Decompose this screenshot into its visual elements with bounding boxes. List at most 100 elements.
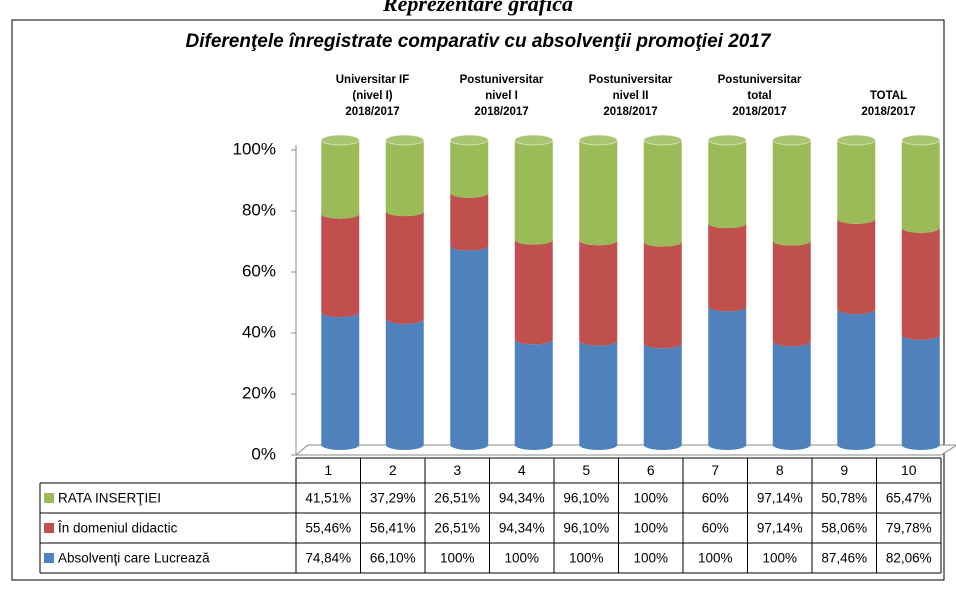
data-label: 97,14%	[757, 491, 803, 506]
group-label: 2018/2017	[861, 106, 915, 118]
data-label: 41,51%	[305, 491, 351, 506]
x-tick-label: 2	[389, 462, 397, 478]
y-tick-label: 80%	[242, 200, 276, 219]
bar-segment	[643, 140, 682, 247]
y-tick-label: 60%	[242, 261, 276, 280]
data-label: 66,10%	[370, 551, 416, 566]
data-label: 100%	[440, 551, 475, 566]
data-label: 96,10%	[563, 491, 609, 506]
x-tick-label: 6	[647, 462, 655, 478]
bar-segment	[643, 343, 682, 450]
bar-segment	[901, 140, 940, 233]
bar-segment	[514, 239, 553, 345]
bar-segment	[321, 213, 360, 318]
legend-label: Absolvenţi care Lucrează	[58, 551, 210, 566]
group-label: Postuniversitar	[460, 74, 544, 86]
bar-segment	[772, 240, 811, 347]
x-tick-label: 3	[453, 462, 461, 478]
data-label: 37,29%	[370, 491, 416, 506]
group-label: (nivel I)	[352, 90, 392, 102]
bar-segment	[708, 140, 747, 229]
bar-segment	[837, 309, 876, 450]
data-label: 26,51%	[434, 521, 480, 536]
data-label: 97,14%	[757, 521, 803, 536]
data-label: 26,51%	[434, 491, 480, 506]
bar-segment	[708, 306, 747, 450]
cylinder-top	[385, 134, 425, 146]
bar-segment	[579, 140, 618, 246]
bar-segment	[450, 140, 489, 198]
group-label: 2018/2017	[474, 106, 528, 118]
data-label: 58,06%	[821, 521, 867, 536]
legend-swatch	[44, 553, 54, 563]
bar-segment	[837, 218, 876, 315]
data-label: 82,06%	[886, 551, 932, 566]
bar-segment	[579, 340, 618, 450]
x-tick-label: 8	[776, 462, 784, 478]
data-label: 60%	[702, 491, 729, 506]
data-label: 87,46%	[821, 551, 867, 566]
chart-title: Diferenţele înregistrate comparativ cu a…	[186, 31, 772, 52]
x-tick-label: 4	[518, 462, 526, 478]
data-label: 100%	[633, 551, 668, 566]
group-label: nivel II	[613, 90, 649, 102]
x-tick-label: 5	[582, 462, 590, 478]
data-label: 100%	[569, 551, 604, 566]
group-label: total	[747, 90, 771, 102]
legend-swatch	[44, 523, 54, 533]
bar-segment	[579, 240, 618, 346]
group-label: 2018/2017	[345, 106, 399, 118]
group-label: Postuniversitar	[589, 74, 673, 86]
bar-segment	[450, 192, 489, 251]
x-tick-label: 7	[711, 462, 719, 478]
bar-segment	[385, 211, 424, 324]
data-label: 100%	[633, 491, 668, 506]
cylinder-top	[772, 134, 812, 146]
bar-segment	[901, 227, 940, 340]
bar-segment	[450, 245, 489, 450]
group-label: 2018/2017	[732, 106, 786, 118]
group-label: 2018/2017	[603, 106, 657, 118]
cylinder-top	[643, 134, 683, 146]
bar-segment	[837, 140, 876, 224]
bar-segment	[643, 241, 682, 349]
data-label: 100%	[633, 521, 668, 536]
heading: Reprezentare grafică	[382, 0, 573, 16]
y-tick-label: 40%	[242, 322, 276, 341]
bar-segment	[514, 339, 553, 450]
data-label: 50,78%	[821, 491, 867, 506]
x-tick-label: 10	[901, 462, 917, 478]
x-tick-label: 9	[840, 462, 848, 478]
x-tick-label: 1	[324, 462, 332, 478]
legend-label: În domeniul didactic	[57, 521, 178, 536]
data-label: 94,34%	[499, 521, 545, 536]
cylinder-top	[320, 134, 360, 146]
cylinder-top	[449, 134, 489, 146]
group-label: Postuniversitar	[718, 74, 802, 86]
cylinder-top	[707, 134, 747, 146]
y-tick-label: 20%	[242, 383, 276, 402]
bar-segment	[385, 140, 424, 217]
data-label: 79,78%	[886, 521, 932, 536]
data-label: 65,47%	[886, 491, 932, 506]
data-label: 55,46%	[305, 521, 351, 536]
cylinder-top	[901, 134, 941, 146]
cylinder-top	[578, 134, 618, 146]
cylinder-top	[514, 134, 554, 146]
group-label: Universitar IF	[336, 74, 410, 86]
legend-swatch	[44, 493, 54, 503]
bar-segment	[708, 223, 747, 312]
bar-segment	[321, 140, 360, 219]
legend-label: RATA INSERŢIEI	[58, 491, 161, 506]
data-label: 100%	[698, 551, 733, 566]
group-label: TOTAL	[870, 90, 907, 102]
data-label: 60%	[702, 521, 729, 536]
data-label: 96,10%	[563, 521, 609, 536]
data-label: 94,34%	[499, 491, 545, 506]
cylinder-top	[836, 134, 876, 146]
data-label: 100%	[762, 551, 797, 566]
data-label: 56,41%	[370, 521, 416, 536]
group-label: nivel I	[485, 90, 518, 102]
bar-segment	[514, 140, 553, 245]
bar-segment	[321, 312, 360, 450]
